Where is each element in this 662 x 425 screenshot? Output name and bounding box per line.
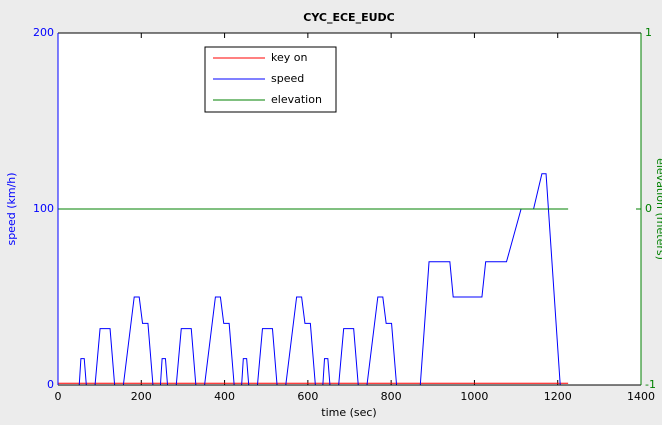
x-tick-label: 800	[381, 390, 402, 403]
legend-label: key on	[271, 51, 307, 64]
legend-label: speed	[271, 72, 304, 85]
y-axis-label: speed (km/h)	[5, 172, 18, 245]
y2-tick-label: -1	[645, 378, 656, 391]
y2-tick-label: 1	[645, 26, 652, 39]
x-axis-label: time (sec)	[321, 406, 376, 419]
legend-label: elevation	[271, 93, 322, 106]
x-tick-label: 1200	[544, 390, 572, 403]
y-tick-label: 0	[47, 378, 54, 391]
chart-title: CYC_ECE_EUDC	[303, 11, 394, 24]
y-tick-label: 100	[33, 202, 54, 215]
y-tick-label: 200	[33, 26, 54, 39]
y2-axis-label: elevation (meters)	[654, 158, 662, 260]
x-tick-label: 0	[55, 390, 62, 403]
x-tick-label: 1400	[627, 390, 655, 403]
x-tick-label: 400	[214, 390, 235, 403]
x-tick-label: 600	[297, 390, 318, 403]
x-tick-label: 1000	[460, 390, 488, 403]
y2-tick-label: 0	[645, 202, 652, 215]
x-tick-label: 200	[131, 390, 152, 403]
